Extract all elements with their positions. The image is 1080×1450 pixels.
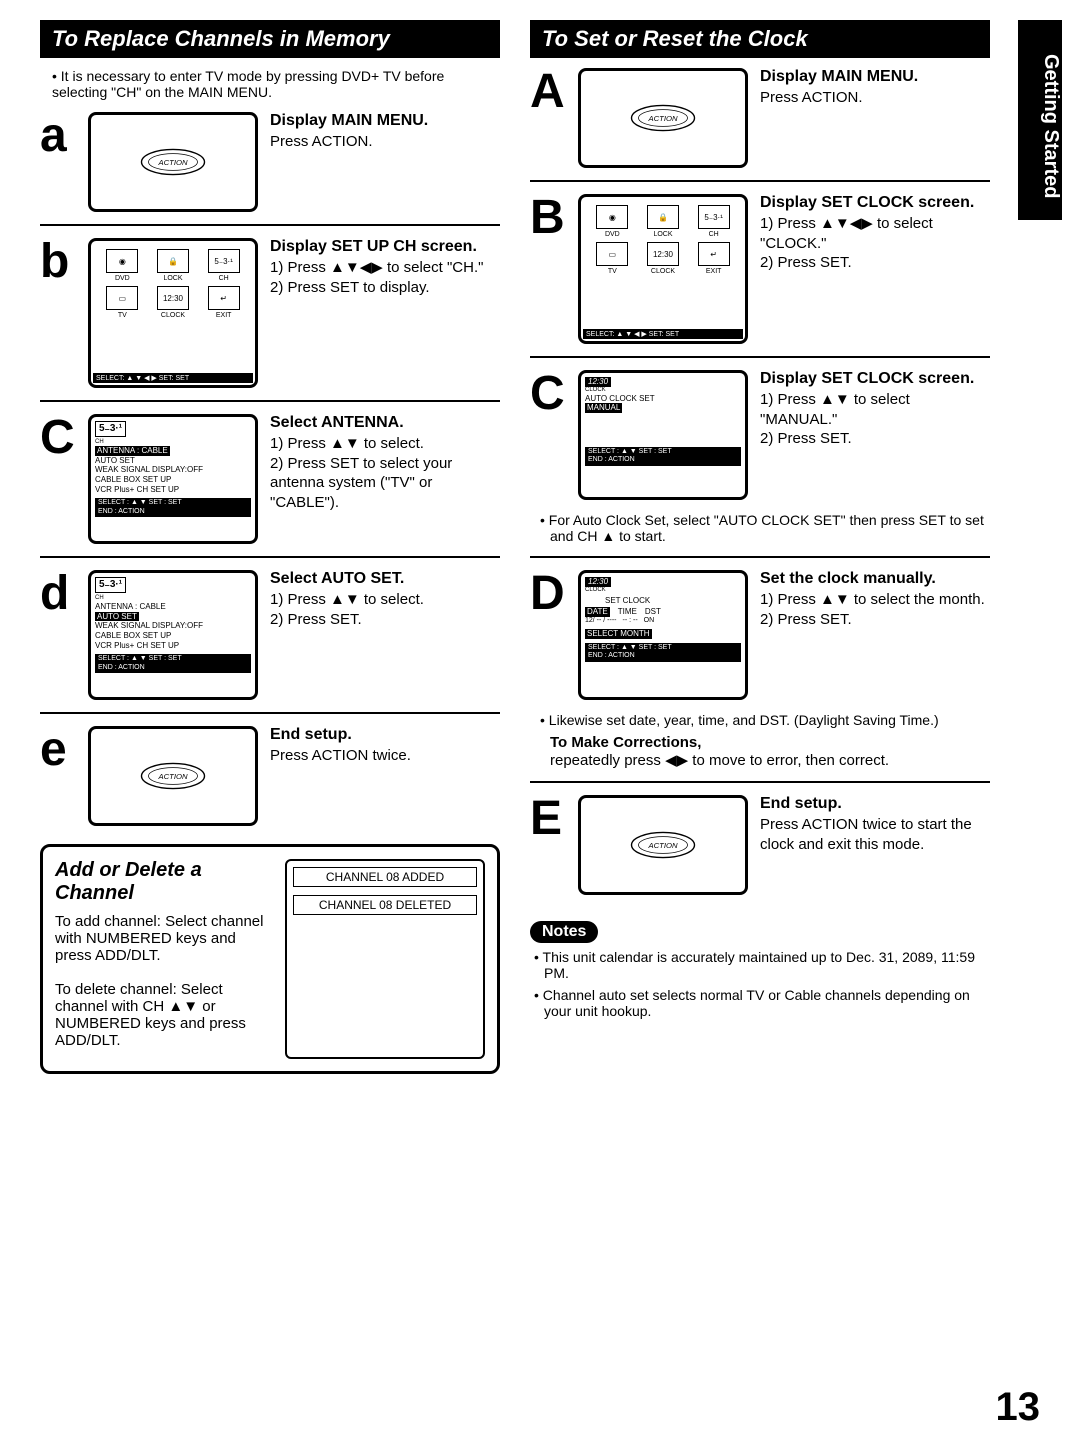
addbox-p2: To delete channel: Select channel with C… <box>55 981 269 1049</box>
note-item: This unit calendar is accurately maintai… <box>544 949 990 981</box>
step-line: 2) Press SET. <box>760 253 990 273</box>
d-sub-note: Likewise set date, year, time, and DST. … <box>550 712 990 728</box>
menu-cell-dvd: ◉DVD <box>589 205 636 238</box>
step-c: c 5₋3·¹CHANTENNA : CABLEAUTO SETWEAK SIG… <box>40 414 500 544</box>
notes-label: Notes <box>530 921 598 943</box>
corrections-title: To Make Corrections, <box>550 734 701 751</box>
step-title: End setup. <box>270 726 500 744</box>
channel-deleted-msg: CHANNEL 08 DELETED <box>293 895 477 915</box>
step-C: C 12:30CLOCKAUTO CLOCK SETMANUALSELECT :… <box>530 370 990 500</box>
left-column: To Replace Channels in Memory It is nece… <box>40 20 500 1074</box>
step-title: Display SET CLOCK screen. <box>760 370 990 388</box>
step-letter: B <box>530 194 570 242</box>
menu-foot: SELECT: ▲ ▼ ◀ ▶ SET: SET <box>583 329 743 339</box>
step-body: Press ACTION twice to start the clock an… <box>760 815 990 854</box>
step-line: 1) Press ▲▼ to select the month. <box>760 590 990 610</box>
screen-osd: 12:30CLOCKSET CLOCKDATETIMEDST12/ -- / -… <box>578 570 748 700</box>
step-a: a ACTION Display MAIN MENU. Press ACTION… <box>40 112 500 212</box>
screen-action: ACTION <box>578 68 748 168</box>
step-line: 1) Press ▲▼◀▶ to select "CH." <box>270 258 500 278</box>
step-title: Display MAIN MENU. <box>760 68 990 86</box>
step-body: Press ACTION twice. <box>270 746 500 766</box>
addbox-p1: To add channel: Select channel with NUMB… <box>55 913 269 964</box>
menu-cell-exit: ↵EXIT <box>690 242 737 275</box>
step-d: d 5₋3·¹CHANTENNA : CABLEAUTO SETWEAK SIG… <box>40 570 500 700</box>
step-letter: E <box>530 795 570 843</box>
step-letter: c <box>40 414 80 462</box>
step-title: Display MAIN MENU. <box>270 112 500 130</box>
channel-added-msg: CHANNEL 08 ADDED <box>293 867 477 887</box>
menu-cell-tv: ▭TV <box>589 242 636 275</box>
menu-foot: SELECT: ▲ ▼ ◀ ▶ SET: SET <box>93 373 253 383</box>
svg-text:ACTION: ACTION <box>647 114 677 123</box>
svg-text:ACTION: ACTION <box>647 841 677 850</box>
step-title: Display SET UP CH screen. <box>270 238 500 256</box>
screen-menu: ◉DVD🔒LOCK5₋3·¹CH ▭TV12:30CLOCK↵EXIT SELEC… <box>88 238 258 388</box>
menu-cell-lock: 🔒LOCK <box>150 249 197 282</box>
step-line: 1) Press ▲▼◀▶ to select "CLOCK." <box>760 214 990 253</box>
step-letter: A <box>530 68 570 116</box>
section-tab: Getting Started <box>1018 20 1062 220</box>
menu-cell-exit: ↵EXIT <box>200 286 247 319</box>
step-letter: a <box>40 112 80 160</box>
step-line: 1) Press ▲▼ to select "MANUAL." <box>760 390 990 429</box>
step-letter: d <box>40 570 80 618</box>
screen-menu: ◉DVD🔒LOCK5₋3·¹CH ▭TV12:30CLOCK↵EXIT SELEC… <box>578 194 748 344</box>
step-line: 2) Press SET. <box>760 610 990 630</box>
screen-action: ACTION <box>88 112 258 212</box>
addbox-title: Add or Delete a Channel <box>55 859 269 905</box>
step-e: e ACTION End setup. Press ACTION twice. <box>40 726 500 826</box>
step-b: b ◉DVD🔒LOCK5₋3·¹CH ▭TV12:30CLOCK↵EXIT SEL… <box>40 238 500 388</box>
menu-cell-dvd: ◉DVD <box>99 249 146 282</box>
step-line: 2) Press SET. <box>270 610 500 630</box>
menu-cell-ch: 5₋3·¹CH <box>690 205 737 238</box>
page-number: 13 <box>996 1385 1041 1430</box>
step-B: B ◉DVD🔒LOCK5₋3·¹CH ▭TV12:30CLOCK↵EXIT SEL… <box>530 194 990 344</box>
step-title: Select AUTO SET. <box>270 570 500 588</box>
step-body: Press ACTION. <box>270 132 500 152</box>
action-icon: ACTION <box>585 802 741 888</box>
left-header: To Replace Channels in Memory <box>40 20 500 58</box>
screen-action: ACTION <box>578 795 748 895</box>
menu-cell-ch: 5₋3·¹CH <box>200 249 247 282</box>
menu-cell-tv: ▭TV <box>99 286 146 319</box>
addbox-screen: CHANNEL 08 ADDED CHANNEL 08 DELETED <box>285 859 485 1059</box>
action-icon: ACTION <box>585 75 741 161</box>
step-A: A ACTION Display MAIN MENU. Press ACTION… <box>530 68 990 168</box>
step-letter: C <box>530 370 570 418</box>
step-line: 2) Press SET. <box>760 429 990 449</box>
right-header: To Set or Reset the Clock <box>530 20 990 58</box>
step-letter: e <box>40 726 80 774</box>
screen-action: ACTION <box>88 726 258 826</box>
step-title: Display SET CLOCK screen. <box>760 194 990 212</box>
step-line: 1) Press ▲▼ to select. <box>270 590 500 610</box>
step-D: D 12:30CLOCKSET CLOCKDATETIMEDST12/ -- /… <box>530 570 990 700</box>
step-line: 2) Press SET to select your antenna syst… <box>270 454 500 513</box>
screen-osd: 12:30CLOCKAUTO CLOCK SETMANUALSELECT : ▲… <box>578 370 748 500</box>
step-title: End setup. <box>760 795 990 813</box>
intro-text: It is necessary to enter TV mode by pres… <box>52 68 500 100</box>
add-delete-box: Add or Delete a Channel To add channel: … <box>40 844 500 1074</box>
screen-osd: 5₋3·¹CHANTENNA : CABLEAUTO SETWEAK SIGNA… <box>88 414 258 544</box>
step-title: Set the clock manually. <box>760 570 990 588</box>
step-line: 2) Press SET to display. <box>270 278 500 298</box>
menu-cell-clock: 12:30CLOCK <box>150 286 197 319</box>
right-column: To Set or Reset the Clock A ACTION Displ… <box>530 20 1040 1074</box>
step-body: Press ACTION. <box>760 88 990 108</box>
step-line: 1) Press ▲▼ to select. <box>270 434 500 454</box>
svg-text:ACTION: ACTION <box>157 772 187 781</box>
step-E: E ACTION End setup. Press ACTION twice t… <box>530 795 990 895</box>
c-sub-note: For Auto Clock Set, select "AUTO CLOCK S… <box>550 512 990 544</box>
action-icon: ACTION <box>95 733 251 819</box>
action-icon: ACTION <box>95 119 251 205</box>
note-item: Channel auto set selects normal TV or Ca… <box>544 987 990 1019</box>
step-letter: D <box>530 570 570 618</box>
screen-osd: 5₋3·¹CHANTENNA : CABLEAUTO SETWEAK SIGNA… <box>88 570 258 700</box>
menu-cell-lock: 🔒LOCK <box>640 205 687 238</box>
corrections-body: repeatedly press ◀▶ to move to error, th… <box>550 752 889 769</box>
step-letter: b <box>40 238 80 286</box>
step-title: Select ANTENNA. <box>270 414 500 432</box>
menu-cell-clock: 12:30CLOCK <box>640 242 687 275</box>
svg-text:ACTION: ACTION <box>157 158 187 167</box>
